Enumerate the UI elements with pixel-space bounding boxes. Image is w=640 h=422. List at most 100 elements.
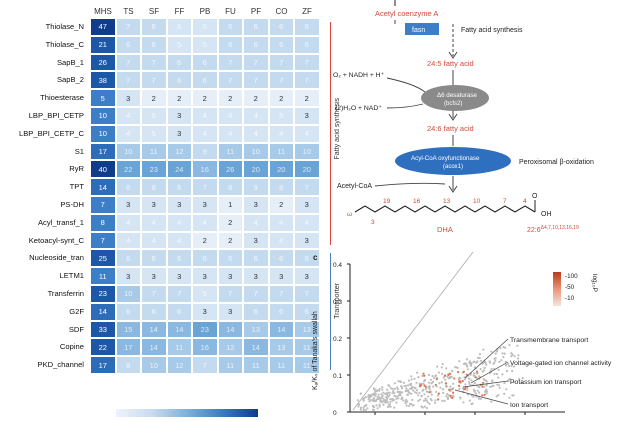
heatmap-cell: 6	[268, 302, 294, 321]
scatter-point	[442, 376, 445, 379]
acyl-coa-ellipse	[395, 147, 511, 175]
heatmap-cell: 22	[90, 338, 116, 357]
scatter-point	[435, 385, 438, 388]
heatmap-cell: 2	[192, 231, 218, 250]
scatter-point	[446, 392, 449, 396]
scatter-point	[423, 379, 426, 383]
row-label: LETM1	[59, 271, 84, 281]
heatmap-cell: 7	[294, 285, 320, 303]
scatter-point	[363, 405, 366, 408]
scatter-point	[473, 390, 476, 393]
heatmap-cell: 5	[141, 107, 167, 125]
heatmap-cell: 9	[243, 178, 269, 196]
scatter-point	[485, 392, 488, 395]
heatmap-cell: 5	[192, 285, 218, 303]
scatter-point	[473, 360, 476, 363]
scatter-point	[411, 404, 414, 407]
heatmap-cell: 6	[268, 249, 294, 268]
scatter-point	[422, 372, 425, 375]
scatter-point	[457, 371, 460, 374]
scatter-point	[433, 401, 437, 404]
scatter-point	[399, 392, 402, 395]
heatmap-cell: 4	[115, 124, 141, 143]
scatter-point	[495, 395, 498, 398]
scatter-point	[388, 391, 391, 394]
heatmap-cell: 4	[243, 107, 269, 125]
heatmap-cell: 6	[243, 18, 269, 36]
heatmap-cell: 14	[90, 302, 116, 321]
scatter-point	[484, 361, 487, 365]
scatter-point	[445, 395, 448, 398]
heatmap-cell: 7	[166, 285, 192, 303]
scatter-point	[511, 394, 514, 397]
scatter-point	[454, 366, 457, 369]
heatmap-cell: 4	[268, 213, 294, 232]
scatter-point	[397, 397, 400, 400]
scatter-point	[400, 387, 404, 390]
heatmap-cell: 3	[141, 196, 167, 214]
heatmap-cell: 13	[243, 320, 269, 339]
scatter-point	[431, 374, 434, 378]
heatmap-cell: 14	[90, 178, 116, 196]
scatter-point	[374, 390, 377, 393]
scatter-point	[477, 397, 481, 400]
heatmap-cell: 4	[294, 124, 320, 143]
scatter-point	[382, 403, 385, 406]
scatter-point	[409, 387, 412, 390]
row-label: Copine	[59, 342, 84, 352]
scatter-point	[437, 398, 440, 401]
scatter-point	[495, 350, 499, 353]
chain-position-label: 4	[523, 198, 527, 205]
scatter-point	[420, 395, 423, 398]
scatter-point	[440, 381, 443, 384]
scatter-point	[432, 385, 435, 388]
scatter-point	[367, 394, 370, 397]
heatmap-cell: 6	[115, 249, 141, 268]
scatter-point	[517, 354, 520, 357]
scatter-point	[384, 392, 387, 395]
scatter-point	[359, 392, 362, 395]
diagonal-line	[352, 251, 474, 411]
heatmap-cell: 7	[294, 178, 320, 196]
scatter-point	[367, 395, 370, 398]
heatmap-cell: 3	[192, 196, 218, 214]
heatmap-cell: 4	[141, 231, 167, 250]
scatter-point	[393, 391, 396, 395]
legend-title: log₁₀P	[591, 274, 598, 292]
scatter-point	[391, 387, 394, 390]
scatter-point	[405, 398, 408, 402]
scatter-point	[473, 375, 476, 378]
heatmap-cell: 4	[141, 213, 167, 232]
scatter-point	[484, 379, 487, 382]
heatmap-cell: 13	[268, 338, 294, 357]
scatter-point	[444, 382, 447, 385]
scatter-point	[444, 378, 447, 381]
heatmap-cell: 2	[192, 89, 218, 107]
scatter-point	[507, 365, 511, 368]
scatter-point	[461, 379, 464, 383]
scatter-point	[357, 403, 360, 406]
heatmap-cell: 7	[90, 231, 116, 250]
heatmap-cell: 10	[90, 124, 116, 143]
heatmap-cell: 8	[115, 356, 141, 374]
chain-position-label: 19	[383, 198, 391, 205]
scatter-point	[518, 378, 521, 381]
scatter-point	[473, 372, 476, 375]
scatter-point	[424, 385, 427, 388]
annotation-leader	[470, 361, 509, 384]
scatter-point	[396, 390, 399, 393]
scatter-point	[367, 397, 370, 401]
scatter-point	[388, 405, 391, 408]
scatter-point	[362, 406, 365, 409]
scatter-point	[381, 388, 384, 391]
heatmap-cell: 16	[192, 338, 218, 357]
scatter-point	[357, 405, 360, 408]
heatmap-cell: 4	[166, 231, 192, 250]
heatmap-cell: 2	[268, 196, 294, 214]
heatmap-cell: 22	[115, 160, 141, 179]
row-label: Nucleoside_tran	[29, 253, 84, 263]
heatmap-cell: 2	[217, 231, 243, 250]
scatter-point	[356, 399, 359, 402]
heatmap-cell: 20	[243, 160, 269, 179]
group-bar-transporter	[329, 253, 331, 370]
